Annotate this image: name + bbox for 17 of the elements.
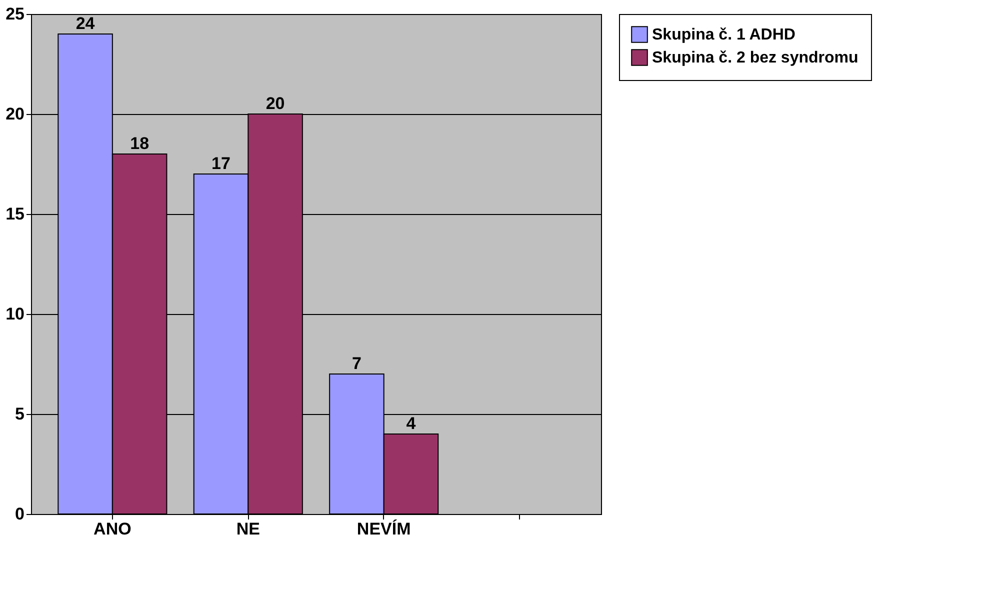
y-tick-label: 5: [15, 404, 24, 424]
x-tick-label: ANO: [94, 520, 132, 538]
data-label: 4: [406, 414, 416, 433]
data-label: 18: [130, 134, 150, 153]
data-label: 24: [76, 14, 96, 33]
data-label: 7: [352, 354, 362, 373]
y-tick-label: 25: [6, 4, 24, 24]
y-tick-label: 0: [15, 504, 24, 524]
y-tick-label: 15: [6, 204, 24, 224]
legend-label: Skupina č. 2 bez syndromu: [652, 50, 858, 66]
legend-label: Skupina č. 1 ADHD: [652, 26, 796, 44]
y-tick-label: 10: [6, 304, 24, 324]
data-label: 17: [212, 154, 230, 173]
data-label: 20: [266, 94, 285, 113]
y-tick-label: 20: [6, 104, 24, 124]
x-tick-label: NEVÍM: [356, 518, 411, 538]
x-tick-label: NE: [236, 520, 260, 538]
